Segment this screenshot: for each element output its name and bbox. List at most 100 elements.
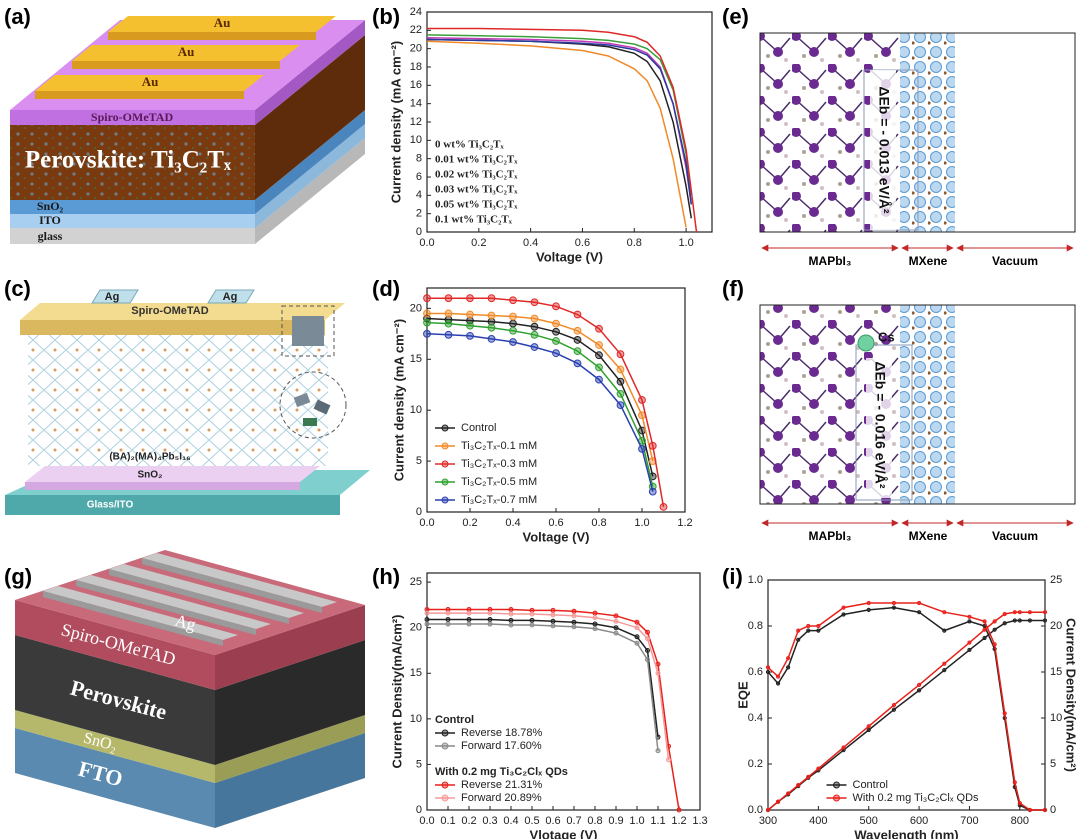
data-point: [508, 606, 514, 612]
y2-tick-label: 0: [1050, 804, 1056, 816]
panel-label: (h): [372, 564, 400, 589]
y-axis-label: Current density (mA cm⁻²): [388, 41, 403, 203]
x-tick-label: 1.2: [671, 815, 686, 827]
data-point: [573, 359, 582, 368]
data-point: [891, 605, 897, 610]
spiro-front: [20, 320, 325, 335]
y-tick-label: 0.2: [748, 758, 763, 770]
data-point: [423, 318, 431, 327]
x-tick-label: 0.6: [548, 517, 563, 529]
data-point: [552, 319, 560, 328]
y-tick-label: 25: [410, 576, 422, 588]
inset-circle: [279, 371, 347, 439]
y2-tick-label: 20: [1050, 620, 1062, 632]
legend-label: 0.01 wt% Ti₃C₂Tₓ: [435, 154, 518, 166]
mxene-slab: [900, 305, 955, 504]
data-point: [571, 619, 577, 625]
data-point: [466, 621, 472, 627]
legend-marker: [441, 460, 449, 468]
data-point: [645, 657, 650, 663]
perovskite-left: [15, 635, 215, 765]
x-axis-label: Voltage (V): [536, 249, 603, 264]
layer-label: Ag: [173, 611, 198, 635]
data-point: [942, 661, 947, 666]
y-tick-label: 20: [410, 43, 422, 55]
x-tick-label: 700: [960, 815, 978, 827]
au-electrode-front: [35, 91, 244, 99]
data-point: [648, 441, 657, 450]
y-tick-label: 4: [416, 189, 422, 201]
fto-left: [15, 728, 215, 828]
glass-side: [255, 138, 365, 244]
y-tick-label: 0: [416, 506, 422, 518]
electrode-label: Au: [214, 15, 231, 30]
data-point: [942, 610, 947, 615]
x-tick-label: 0.8: [587, 815, 602, 827]
y-tick-label: 20: [410, 302, 422, 314]
data-point: [775, 674, 781, 679]
data-point: [786, 656, 791, 661]
ag-electrode-side: [43, 591, 223, 646]
series-line: [427, 612, 670, 760]
data-point: [1027, 610, 1032, 615]
legend-label: 0.05 wt% Ti₃C₂Tₓ: [435, 199, 518, 211]
glass-ito-front: [5, 495, 340, 515]
data-point: [529, 617, 535, 623]
legend-marker: [441, 729, 449, 737]
data-point: [509, 326, 517, 335]
legend-label: Reverse 18.78%: [461, 727, 543, 739]
layer-label: ITO: [39, 213, 61, 227]
layer-label: Perovskite: Ti₃C₂Tₓ: [25, 147, 232, 174]
inset-box: [281, 305, 335, 357]
series-line: [427, 27, 698, 233]
y-tick-label: 0.8: [748, 620, 763, 632]
x-tick-label: 0.2: [471, 237, 486, 249]
panel-label: (a): [4, 4, 31, 29]
inset-crystal: [292, 316, 324, 346]
data-point: [444, 330, 453, 339]
data-point: [552, 349, 560, 358]
y2-tick-label: 5: [1050, 758, 1056, 770]
data-point: [866, 607, 871, 613]
data-point: [571, 608, 577, 614]
x-tick-label: 0.4: [523, 237, 538, 249]
chart: 0.0 0.2 0.4 0.6 0.8 1.0 1.2 0 5 10 15 20 Voltage (V)…: [391, 287, 693, 544]
region-label: MXene: [909, 529, 948, 543]
y-axis-label: EQE: [735, 681, 750, 709]
data-point: [982, 627, 987, 632]
sno2-left: [15, 710, 215, 783]
y-tick-label: 2: [416, 208, 422, 220]
legend-group: With 0.2 mg Ti₃C₂Clₓ QDs: [435, 766, 568, 778]
ag-electrode-side: [76, 580, 256, 635]
data-point: [775, 799, 781, 804]
data-point: [1002, 611, 1007, 617]
data-point: [424, 621, 430, 627]
data-point: [509, 312, 517, 321]
series-line: [426, 38, 693, 205]
data-point: [816, 766, 821, 771]
legend-marker: [441, 781, 449, 789]
glass-layer: [10, 228, 255, 244]
data-point: [595, 324, 603, 333]
data-point: [613, 625, 619, 631]
data-point: [806, 774, 811, 779]
binding-energy: ΔEb = - 0.016 eV/Å²: [872, 361, 888, 489]
data-point: [655, 670, 661, 676]
data-point: [466, 616, 472, 622]
x-tick-label: 1.0: [634, 517, 649, 529]
series-line: [767, 619, 1045, 811]
legend-label: 0.1 wt% Ti₃C₂Tₓ: [435, 214, 513, 226]
y-tick-label: 15: [410, 667, 422, 679]
data-point: [444, 294, 453, 303]
y-tick-label: 14: [410, 98, 422, 110]
fto-right: [215, 733, 365, 828]
sno2-layer: [10, 200, 255, 214]
data-point: [529, 611, 535, 617]
data-point: [487, 335, 496, 343]
data-point: [786, 791, 791, 796]
data-point: [552, 327, 560, 336]
data-point: [613, 618, 619, 624]
x-tick-label: 600: [910, 815, 928, 827]
legend-label: Forward 17.60%: [461, 740, 542, 752]
ito-layer: [10, 214, 255, 228]
